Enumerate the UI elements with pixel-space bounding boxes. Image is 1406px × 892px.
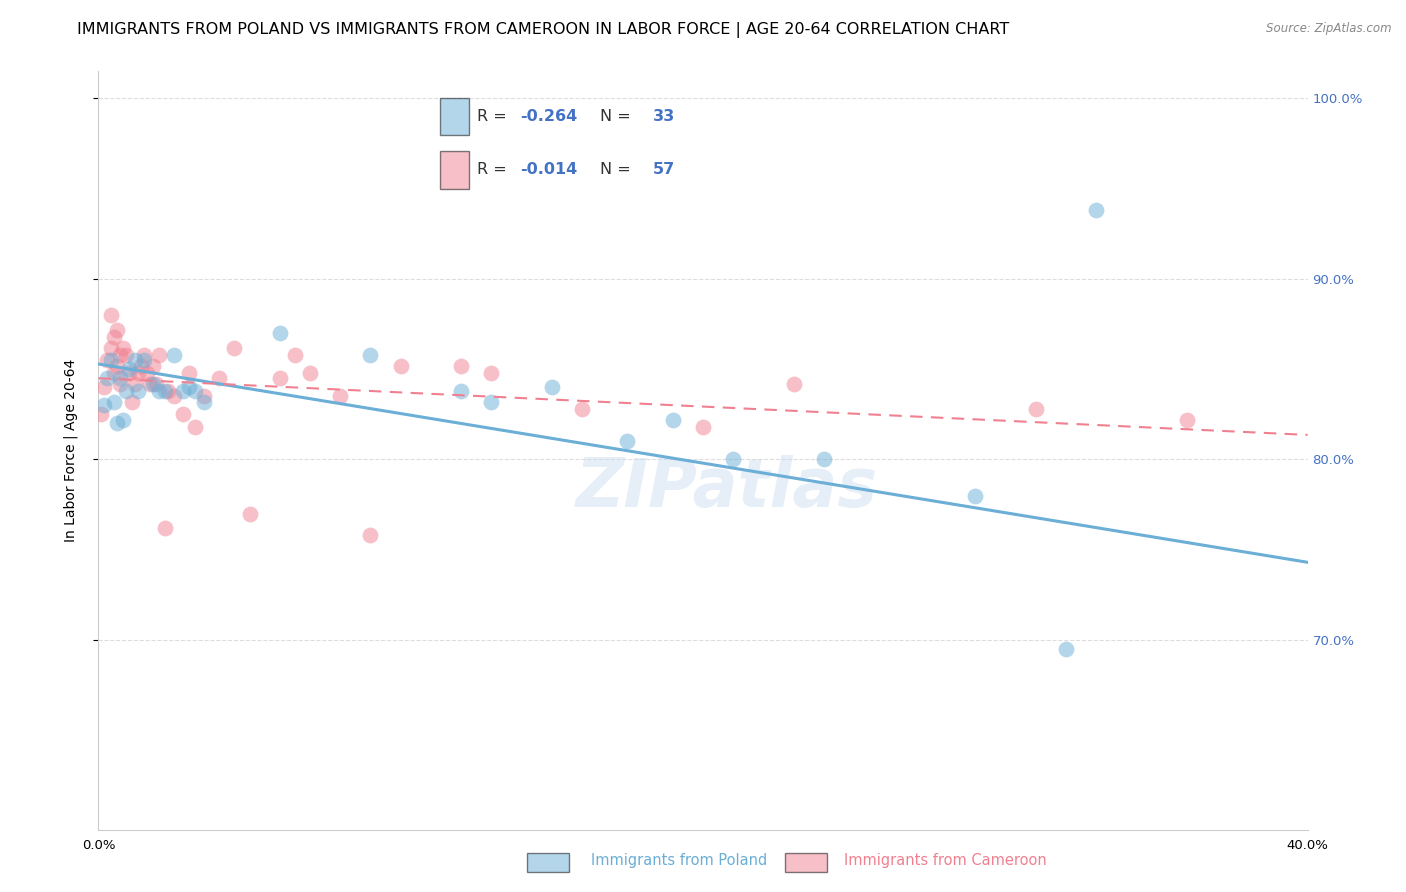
Text: Immigrants from Cameroon: Immigrants from Cameroon bbox=[844, 854, 1046, 868]
Point bbox=[692, 420, 714, 434]
Point bbox=[269, 371, 291, 385]
Point bbox=[142, 359, 165, 373]
Point bbox=[114, 348, 136, 362]
Point bbox=[148, 348, 170, 362]
Point bbox=[723, 452, 745, 467]
Point bbox=[96, 353, 118, 368]
Point bbox=[114, 384, 136, 398]
Point bbox=[184, 420, 207, 434]
Point bbox=[100, 341, 122, 355]
Point bbox=[1054, 642, 1077, 657]
Point bbox=[450, 359, 472, 373]
Point bbox=[96, 371, 118, 385]
Point bbox=[100, 353, 122, 368]
Point bbox=[121, 394, 143, 409]
Point bbox=[661, 413, 683, 427]
Point bbox=[111, 413, 134, 427]
Point bbox=[269, 326, 291, 340]
Point bbox=[571, 401, 593, 416]
Point bbox=[163, 389, 186, 403]
Point bbox=[124, 376, 146, 391]
Point bbox=[360, 348, 382, 362]
Point bbox=[1024, 401, 1046, 416]
Point bbox=[299, 366, 322, 380]
Point bbox=[108, 348, 131, 362]
Point bbox=[184, 384, 207, 398]
Point bbox=[193, 394, 215, 409]
Point bbox=[481, 366, 503, 380]
Y-axis label: In Labor Force | Age 20-64: In Labor Force | Age 20-64 bbox=[63, 359, 77, 542]
Point bbox=[153, 521, 176, 535]
Point bbox=[783, 376, 806, 391]
Text: ZIPatlas: ZIPatlas bbox=[576, 456, 879, 521]
Point bbox=[329, 389, 352, 403]
Point bbox=[103, 366, 125, 380]
Point bbox=[100, 308, 122, 322]
Point bbox=[156, 384, 179, 398]
Point bbox=[450, 384, 472, 398]
Point bbox=[172, 384, 194, 398]
Point bbox=[179, 380, 201, 394]
Point bbox=[284, 348, 307, 362]
Point bbox=[118, 362, 141, 376]
Point bbox=[105, 417, 128, 431]
Point bbox=[135, 366, 157, 380]
Point bbox=[132, 348, 155, 362]
Point bbox=[139, 376, 162, 391]
Point bbox=[111, 341, 134, 355]
Point bbox=[481, 394, 503, 409]
Point bbox=[360, 528, 382, 542]
Point bbox=[224, 341, 246, 355]
Point bbox=[179, 366, 201, 380]
Point bbox=[93, 380, 115, 394]
Point bbox=[127, 384, 149, 398]
Point bbox=[172, 408, 194, 422]
Point bbox=[145, 376, 167, 391]
Point bbox=[127, 366, 149, 380]
Point bbox=[208, 371, 231, 385]
Point bbox=[108, 376, 131, 391]
Point bbox=[1175, 413, 1198, 427]
Point bbox=[148, 384, 170, 398]
Point bbox=[1085, 203, 1108, 218]
Point bbox=[124, 353, 146, 368]
Point bbox=[105, 359, 128, 373]
Text: Immigrants from Poland: Immigrants from Poland bbox=[591, 854, 766, 868]
Point bbox=[103, 330, 125, 344]
Point bbox=[103, 394, 125, 409]
Point bbox=[389, 359, 412, 373]
Point bbox=[163, 348, 186, 362]
Point bbox=[153, 384, 176, 398]
Point bbox=[965, 489, 987, 503]
Point bbox=[239, 507, 262, 521]
Point bbox=[118, 366, 141, 380]
Text: Source: ZipAtlas.com: Source: ZipAtlas.com bbox=[1267, 22, 1392, 36]
Point bbox=[813, 452, 835, 467]
Point bbox=[105, 322, 128, 336]
Point bbox=[142, 376, 165, 391]
Point bbox=[90, 408, 112, 422]
Point bbox=[616, 434, 638, 449]
Point bbox=[93, 398, 115, 412]
Point bbox=[129, 359, 152, 373]
Point bbox=[132, 353, 155, 368]
Text: IMMIGRANTS FROM POLAND VS IMMIGRANTS FROM CAMEROON IN LABOR FORCE | AGE 20-64 CO: IMMIGRANTS FROM POLAND VS IMMIGRANTS FRO… bbox=[77, 22, 1010, 38]
Point bbox=[108, 371, 131, 385]
Point bbox=[540, 380, 562, 394]
Point bbox=[193, 389, 215, 403]
